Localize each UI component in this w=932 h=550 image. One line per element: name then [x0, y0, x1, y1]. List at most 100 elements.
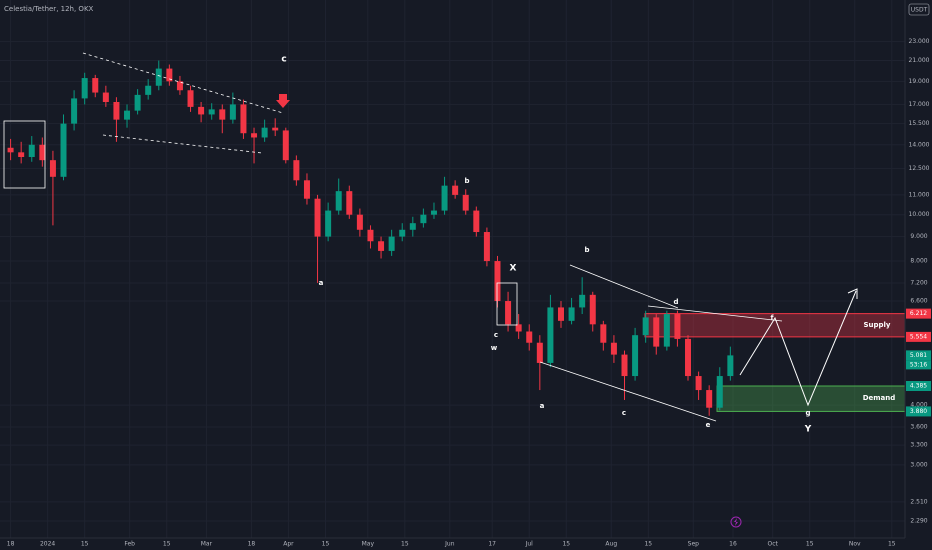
- drawings: [3, 52, 858, 422]
- x-tick-label: 15: [163, 541, 171, 548]
- candle-body: [166, 68, 173, 82]
- x-tick-label: 15: [806, 541, 814, 548]
- x-tick-label: 2024: [40, 541, 55, 548]
- zone-label: Supply: [863, 321, 890, 329]
- candle-body: [515, 324, 522, 332]
- arrow-head: [847, 288, 858, 299]
- candle-body: [483, 232, 490, 262]
- countdown: 53:16: [910, 361, 927, 368]
- y-tick-label: 15.500: [909, 120, 930, 127]
- price-tag-label: 4.385: [910, 382, 927, 389]
- candle-body: [642, 317, 649, 336]
- candle-body: [526, 331, 533, 343]
- candle-body: [272, 127, 279, 131]
- candle-body: [621, 354, 628, 377]
- x-tick-label: Apr: [283, 541, 294, 548]
- candle-body: [356, 214, 363, 230]
- candle-body: [409, 223, 416, 230]
- x-tick-label: Aug: [605, 541, 617, 548]
- candle-body: [314, 198, 321, 237]
- candle-body: [155, 68, 162, 86]
- candle-body: [102, 92, 109, 102]
- candle-body: [293, 160, 300, 181]
- y-tick-label: 3.600: [910, 423, 927, 430]
- candle-body: [240, 104, 247, 134]
- time-axis: [0, 538, 932, 550]
- candle-body: [145, 85, 152, 95]
- wave-label: X: [510, 264, 517, 274]
- candle-body: [441, 185, 448, 211]
- trend-line: [82, 52, 284, 114]
- candle-body: [399, 229, 406, 237]
- candle-body: [282, 130, 289, 161]
- event-icon: [730, 516, 742, 528]
- candle-body: [579, 294, 586, 308]
- price-tag: [906, 331, 931, 342]
- x-tick-label: Jun: [444, 541, 455, 548]
- y-tick-label: 11.000: [909, 191, 930, 198]
- wave-label: b: [584, 246, 589, 254]
- candle-body: [568, 307, 575, 321]
- wave-label: b: [464, 177, 469, 185]
- y-tick-label: 23.000: [909, 38, 930, 45]
- candle-body: [81, 78, 88, 99]
- candle-body: [494, 261, 501, 302]
- candle-body: [49, 160, 56, 177]
- x-tick-label: 15: [562, 541, 570, 548]
- x-tick-label: 18: [248, 541, 256, 548]
- candle-body: [92, 78, 99, 93]
- x-tick-label: Jul: [525, 541, 534, 548]
- wave-label: a: [540, 402, 545, 410]
- x-tick-label: 18: [7, 541, 15, 548]
- candle-body: [505, 301, 512, 325]
- y-tick-label: 3.300: [910, 442, 927, 449]
- x-tick-label: Mar: [201, 541, 213, 548]
- y-tick-label: 3.000: [910, 461, 927, 468]
- candle-body: [219, 109, 226, 120]
- candle-body: [7, 147, 14, 153]
- candle-body: [134, 94, 141, 111]
- x-tick-label: Oct: [768, 541, 779, 548]
- candle-body: [420, 214, 427, 224]
- wave-label: f: [770, 314, 774, 322]
- x-tick-label: 16: [729, 541, 737, 548]
- y-tick-label: 21.000: [909, 57, 930, 64]
- candle-body: [674, 314, 681, 339]
- candle-body: [176, 81, 183, 91]
- wedge-line: [647, 305, 783, 322]
- x-tick-label: 15: [644, 541, 652, 548]
- y-tick-label: 12.500: [909, 165, 930, 172]
- wave-label: a: [319, 279, 324, 287]
- candle-body: [536, 342, 543, 363]
- box: [3, 120, 46, 189]
- y-tick-label: 14.000: [909, 141, 930, 148]
- candle-body: [303, 180, 310, 199]
- candle-body: [653, 317, 660, 347]
- y-tick-label: 17.000: [909, 101, 930, 108]
- wave-label: c: [494, 331, 498, 339]
- candle-body: [600, 324, 607, 343]
- red-arrow: [276, 94, 290, 108]
- currency: USDT: [911, 7, 928, 14]
- candle-body: [346, 191, 353, 215]
- candle-body: [261, 127, 268, 138]
- y-tick-label: 19.000: [909, 78, 930, 85]
- zone-label: Demand: [863, 394, 896, 402]
- wave-label: Y: [804, 425, 812, 435]
- grid: [0, 0, 905, 538]
- candle-body: [430, 210, 437, 215]
- candle-body: [547, 307, 554, 363]
- wave-label: e: [706, 421, 711, 429]
- candle-body: [367, 229, 374, 242]
- price-tag-label: 5.554: [910, 333, 927, 340]
- candle-body: [60, 123, 67, 177]
- candle-body: [716, 376, 723, 408]
- candle-body: [113, 101, 120, 120]
- chart-title: Celestia/Tether, 12h, OKX: [4, 5, 94, 13]
- candles: [7, 60, 734, 416]
- candle-body: [589, 294, 596, 325]
- wave-label: c: [281, 55, 286, 65]
- candle-body: [208, 109, 215, 115]
